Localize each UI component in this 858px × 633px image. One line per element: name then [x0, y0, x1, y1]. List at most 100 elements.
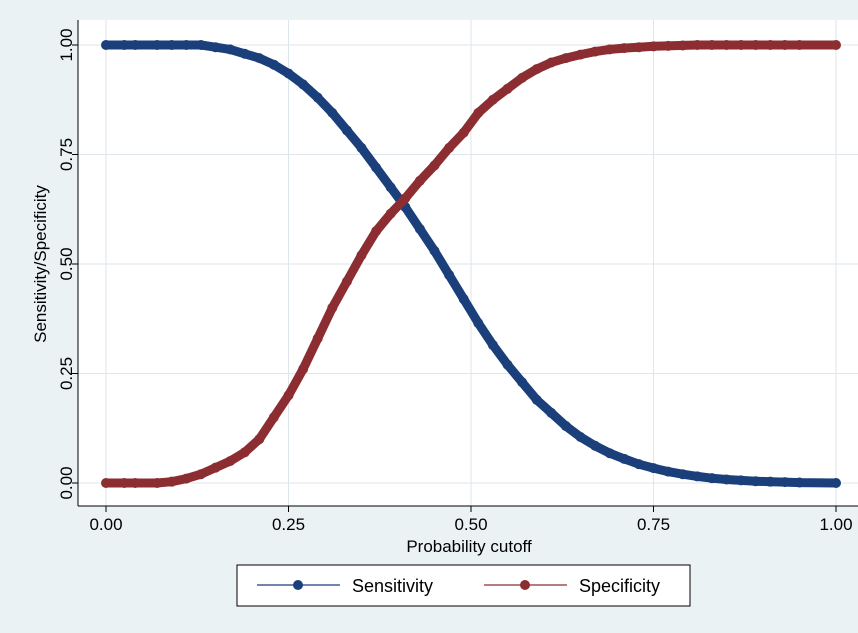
x-tick-label: 0.00 — [89, 515, 122, 534]
data-point-specificity — [473, 107, 484, 118]
legend-label-specificity: Specificity — [579, 576, 660, 596]
legend: Sensitivity Specificity — [236, 564, 691, 607]
data-point-specificity — [130, 478, 141, 488]
data-point-sensitivity — [779, 477, 790, 488]
data-point-sensitivity — [765, 476, 776, 487]
x-tick-label: 0.75 — [637, 515, 670, 534]
legend-marker-sensitivity — [293, 580, 303, 590]
data-point-sensitivity — [327, 107, 338, 118]
data-point-specificity — [706, 40, 717, 50]
data-point-sensitivity — [531, 394, 542, 405]
y-tick-label: 1.00 — [57, 28, 76, 61]
data-point-specificity — [648, 41, 659, 52]
data-point-sensitivity — [101, 40, 111, 50]
y-tick-label: 0.00 — [57, 466, 76, 499]
data-point-specificity — [429, 160, 440, 171]
data-point-sensitivity — [692, 471, 703, 482]
y-tick-label: 0.25 — [57, 357, 76, 390]
data-point-sensitivity — [385, 182, 396, 193]
data-point-specificity — [831, 40, 841, 50]
data-point-sensitivity — [119, 40, 130, 50]
data-point-specificity — [590, 46, 601, 57]
data-point-sensitivity — [502, 359, 513, 370]
y-tick-label: 0.75 — [57, 138, 76, 171]
y-tick-label: 0.50 — [57, 247, 76, 280]
data-point-sensitivity — [604, 448, 615, 459]
data-point-specificity — [560, 53, 571, 64]
data-point-specificity — [225, 456, 236, 467]
data-point-specificity — [779, 40, 790, 50]
data-point-sensitivity — [312, 92, 323, 103]
data-point-specificity — [400, 193, 411, 204]
data-point-specificity — [531, 64, 542, 75]
data-point-specificity — [736, 40, 747, 50]
data-point-specificity — [239, 447, 250, 458]
data-point-sensitivity — [648, 463, 659, 474]
data-point-sensitivity — [444, 269, 455, 280]
data-point-sensitivity — [663, 466, 674, 477]
data-point-sensitivity — [414, 223, 425, 234]
data-point-specificity — [414, 175, 425, 186]
data-point-sensitivity — [130, 40, 141, 50]
data-point-sensitivity — [487, 340, 498, 351]
data-point-sensitivity — [458, 294, 469, 305]
data-point-sensitivity — [298, 79, 309, 90]
data-point-specificity — [210, 462, 221, 473]
data-point-sensitivity — [560, 421, 571, 432]
data-point-specificity — [101, 478, 111, 488]
data-point-specificity — [119, 478, 130, 488]
data-point-sensitivity — [546, 407, 557, 418]
data-point-sensitivity — [750, 476, 761, 487]
data-point-specificity — [312, 333, 323, 344]
data-point-sensitivity — [736, 475, 747, 486]
data-point-sensitivity — [429, 245, 440, 256]
data-point-specificity — [283, 390, 294, 401]
series-layer — [101, 40, 841, 488]
data-point-sensitivity — [517, 377, 528, 388]
data-point-sensitivity — [721, 474, 732, 485]
data-point-specificity — [517, 72, 528, 83]
data-point-specificity — [692, 40, 703, 50]
data-point-sensitivity — [371, 162, 382, 173]
data-point-sensitivity — [268, 59, 279, 70]
data-point-specificity — [794, 40, 805, 50]
data-point-sensitivity — [590, 440, 601, 451]
data-point-specificity — [546, 57, 557, 68]
data-point-sensitivity — [341, 125, 352, 136]
data-point-sensitivity — [473, 318, 484, 329]
data-point-specificity — [721, 40, 732, 50]
data-point-sensitivity — [166, 40, 177, 50]
x-tick-label: 1.00 — [819, 515, 852, 534]
legend-marker-specificity — [520, 580, 530, 590]
data-point-sensitivity — [181, 40, 192, 50]
data-point-sensitivity — [706, 473, 717, 484]
data-point-specificity — [604, 44, 615, 55]
data-point-specificity — [254, 434, 265, 445]
data-point-specificity — [298, 364, 309, 375]
data-point-specificity — [750, 40, 761, 50]
data-point-specificity — [633, 42, 644, 53]
data-point-specificity — [341, 276, 352, 287]
data-point-specificity — [166, 476, 177, 487]
data-point-specificity — [765, 40, 776, 50]
x-tick-label: 0.25 — [272, 515, 305, 534]
data-point-specificity — [663, 40, 674, 51]
data-point-specificity — [444, 142, 455, 153]
y-axis-title: Sensitivity/Specificity — [31, 185, 50, 343]
data-point-specificity — [677, 40, 688, 51]
data-point-specificity — [181, 473, 192, 484]
data-point-specificity — [487, 94, 498, 105]
data-point-specificity — [268, 412, 279, 423]
data-point-sensitivity — [794, 477, 805, 488]
data-point-sensitivity — [152, 40, 163, 50]
data-point-specificity — [327, 302, 338, 313]
data-point-sensitivity — [356, 142, 367, 153]
data-point-sensitivity — [225, 44, 236, 55]
axes: 0.00 0.25 0.50 0.75 1.00 0.00 0.25 0.50 0.75 1.00 — [57, 20, 858, 534]
data-point-specificity — [385, 208, 396, 219]
data-point-specificity — [195, 469, 206, 480]
data-point-specificity — [502, 83, 513, 94]
data-point-specificity — [356, 250, 367, 261]
data-point-specificity — [575, 49, 586, 60]
data-point-specificity — [458, 127, 469, 138]
